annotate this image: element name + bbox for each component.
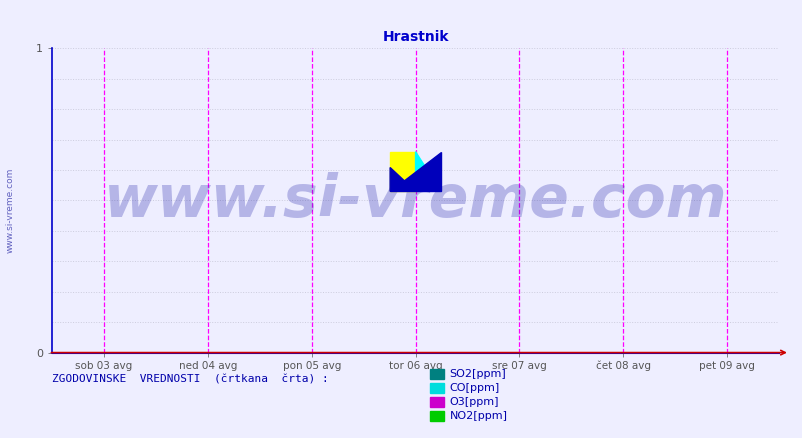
Bar	[390, 152, 415, 191]
Text: www.si-vreme.com: www.si-vreme.com	[5, 168, 14, 253]
Text: CO[ppm]: CO[ppm]	[449, 383, 500, 393]
Polygon shape	[415, 152, 440, 191]
Text: ZGODOVINSKE  VREDNOSTI  (črtkana  črta) :: ZGODOVINSKE VREDNOSTI (črtkana črta) :	[52, 374, 329, 385]
Text: SO2[ppm]: SO2[ppm]	[449, 369, 506, 379]
Text: www.si-vreme.com: www.si-vreme.com	[103, 172, 727, 229]
Polygon shape	[390, 167, 415, 191]
Polygon shape	[390, 152, 440, 191]
Title: Hrastnik: Hrastnik	[382, 30, 448, 44]
Text: O3[ppm]: O3[ppm]	[449, 397, 499, 407]
Text: NO2[ppm]: NO2[ppm]	[449, 411, 507, 421]
